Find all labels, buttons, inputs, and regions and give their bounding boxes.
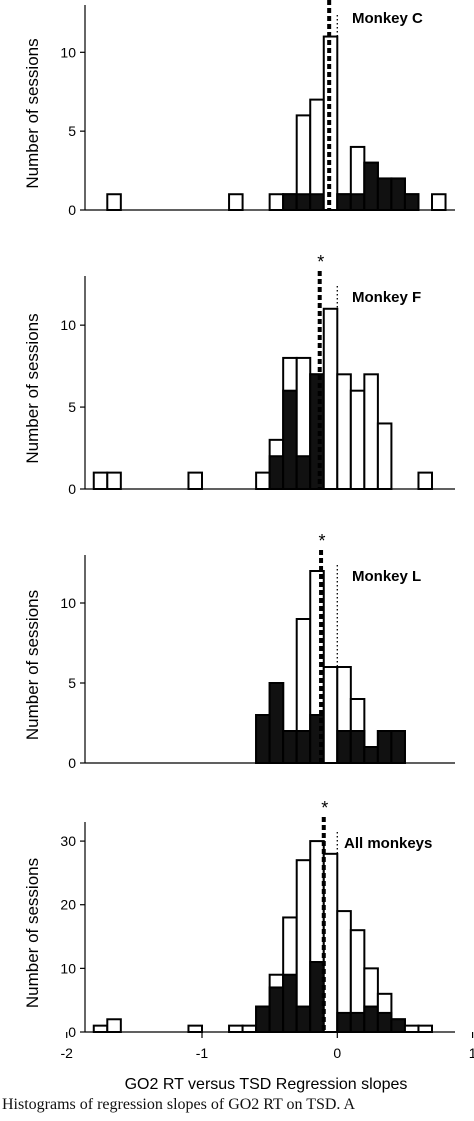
panel-label: All monkeys (344, 835, 432, 852)
histogram-bar-filled (376, 730, 393, 764)
histogram-figure: GO2 RT versus TSD Regression slopes 0510… (23, 0, 474, 1093)
panel-3: 0 5 10 Number of sessions * Monkey L (23, 531, 455, 771)
y-tick-label: 10 (60, 44, 76, 60)
histogram-bar (187, 471, 203, 491)
histogram-bar-filled (295, 730, 312, 764)
panel-label: Monkey L (352, 568, 421, 585)
histogram-bar (241, 1024, 258, 1033)
histogram-bar-filled (309, 193, 325, 212)
histogram-bar (322, 307, 339, 490)
histogram-bar (187, 1024, 203, 1033)
histogram-bar (322, 666, 339, 764)
histogram-bar-filled (268, 986, 285, 1033)
histogram-bar-filled (282, 973, 298, 1034)
histogram-bar-filled (295, 455, 312, 491)
panel-2: 0 5 10 Number of sessions * Monkey F (23, 252, 455, 497)
histogram-bar (92, 1024, 109, 1033)
significance-asterisk: * (317, 252, 324, 272)
histogram-bar-filled (255, 1005, 271, 1034)
histogram-bar-filled (336, 1011, 352, 1034)
histogram-bar (363, 373, 379, 490)
y-tick-label: 5 (68, 399, 76, 415)
x-tick-label: -1 (196, 1045, 209, 1061)
histogram-bar-filled (295, 193, 312, 212)
histogram-bar-filled (282, 389, 298, 491)
histogram-bar-filled (282, 730, 298, 764)
y-axis-title: Number of sessions (23, 858, 42, 1008)
histogram-bar (106, 1018, 122, 1033)
histogram-bar-filled (309, 373, 325, 490)
y-axis-title: Number of sessions (23, 38, 42, 188)
histogram-bar (92, 471, 109, 491)
y-tick-label: 0 (68, 755, 76, 771)
histogram-bar-filled (349, 193, 366, 212)
histogram-bar-filled (349, 730, 366, 764)
histogram-bar-filled (363, 1005, 379, 1034)
histogram-bar-filled (336, 730, 352, 764)
histogram-bar (417, 471, 433, 491)
y-axis-title: Number of sessions (23, 313, 42, 463)
histogram-bar-filled (376, 177, 393, 211)
histogram-bar-filled (390, 1018, 406, 1033)
x-tick-label: -2 (60, 1045, 73, 1061)
histogram-bar (349, 389, 366, 491)
y-tick-label: 10 (60, 317, 76, 333)
y-tick-label: 0 (68, 202, 76, 218)
y-tick-label: 10 (60, 595, 76, 611)
panel-1: 0 5 10 Number of sessions Monkey C (23, 0, 455, 218)
histogram-bar (376, 422, 393, 491)
histogram-bar-filled (363, 161, 379, 211)
y-tick-label: 0 (68, 1024, 76, 1040)
histogram-bar-filled (268, 682, 285, 764)
histogram-bar-filled (363, 746, 379, 764)
histogram-bar (268, 193, 285, 212)
histogram-bar-filled (295, 1005, 312, 1034)
histogram-bar-filled (255, 714, 271, 764)
significance-asterisk: * (321, 798, 328, 818)
histogram-bar-filled (376, 1011, 393, 1034)
panel-4: 0 10 20 30 Number of sessions * All monkeys (23, 798, 455, 1040)
y-axis-title: Number of sessions (23, 590, 42, 740)
histogram-bar (403, 1024, 420, 1033)
figure-caption: Histograms of regression slopes of GO2 R… (2, 1096, 356, 1113)
histogram-bar (106, 471, 122, 491)
y-tick-label: 10 (60, 960, 76, 976)
histogram-bar (431, 193, 447, 212)
histogram-bar-filled (390, 177, 406, 211)
histogram-bar-filled (390, 730, 406, 764)
histogram-bar-filled (309, 961, 325, 1033)
histogram-bar-filled (336, 193, 352, 212)
y-tick-label: 30 (60, 833, 76, 849)
histogram-bar (228, 1024, 244, 1033)
significance-asterisk: * (319, 531, 326, 551)
histogram-bar (255, 471, 271, 491)
y-tick-label: 5 (68, 123, 76, 139)
y-tick-label: 0 (68, 481, 76, 497)
histogram-bar (322, 852, 339, 1033)
panel-label: Monkey C (352, 10, 423, 27)
histogram-bar-filled (349, 1011, 366, 1034)
histogram-bar (417, 1024, 433, 1033)
x-tick-label: 0 (333, 1045, 341, 1061)
y-tick-label: 5 (68, 675, 76, 691)
histogram-bar (336, 373, 352, 490)
histogram-bar-filled (268, 455, 285, 491)
y-tick-label: 20 (60, 897, 76, 913)
histogram-bar-filled (282, 193, 298, 212)
histogram-bar (228, 193, 244, 212)
panel-label: Monkey F (352, 289, 421, 306)
x-axis-title: GO2 RT versus TSD Regression slopes (125, 1076, 408, 1093)
histogram-bar (106, 193, 122, 212)
histogram-bar-filled (403, 193, 420, 212)
x-tick-label: 1 (469, 1045, 474, 1061)
